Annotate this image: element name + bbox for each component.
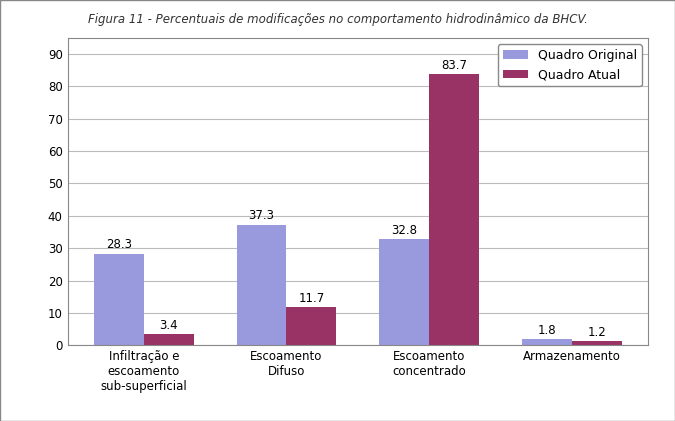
Text: 32.8: 32.8 [391, 224, 417, 237]
Text: 11.7: 11.7 [298, 292, 325, 305]
Bar [429, 75, 479, 345]
Bar [379, 239, 429, 345]
Bar [572, 341, 622, 345]
Bar [522, 339, 572, 345]
Bar [286, 307, 336, 345]
Text: 83.7: 83.7 [441, 59, 467, 72]
Text: 1.2: 1.2 [587, 326, 606, 339]
Bar [236, 224, 286, 345]
Text: Figura 11 - Percentuais de modificações no comportamento hidrodinâmico da BHCV.: Figura 11 - Percentuais de modificações … [88, 13, 587, 26]
Bar [94, 254, 144, 345]
Legend: Quadro Original, Quadro Atual: Quadro Original, Quadro Atual [497, 44, 642, 86]
Bar [144, 334, 194, 345]
Text: 28.3: 28.3 [106, 238, 132, 251]
Text: 37.3: 37.3 [248, 209, 275, 222]
Text: 3.4: 3.4 [159, 319, 178, 332]
Text: 1.8: 1.8 [537, 324, 556, 337]
